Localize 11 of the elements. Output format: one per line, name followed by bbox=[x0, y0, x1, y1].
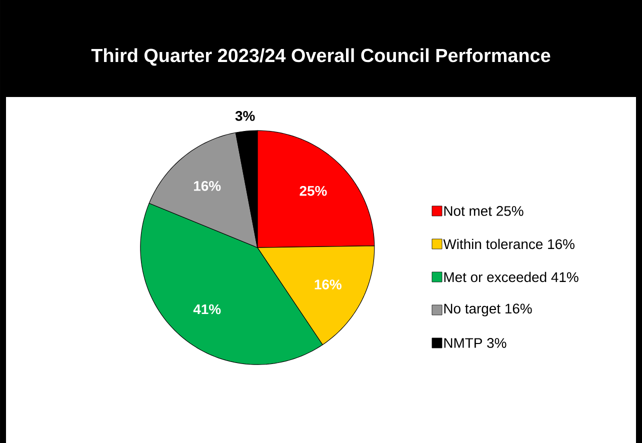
legend-label: NMTP 3% bbox=[444, 338, 506, 348]
data-label: 16% bbox=[194, 180, 221, 191]
data-label: 41% bbox=[193, 304, 221, 314]
data-label: 25% bbox=[300, 186, 327, 196]
chart-title: Third Quarter 2023/24 Overall Council Performance bbox=[91, 48, 550, 66]
legend-label: Not met 25% bbox=[444, 206, 524, 216]
legend-label: Met or exceeded 41% bbox=[444, 272, 578, 282]
data-label: 3% bbox=[235, 111, 255, 121]
legend-label: No target 16% bbox=[444, 304, 532, 316]
legend-label: Within tolerance 16% bbox=[443, 238, 574, 250]
data-label: 16% bbox=[314, 280, 342, 290]
